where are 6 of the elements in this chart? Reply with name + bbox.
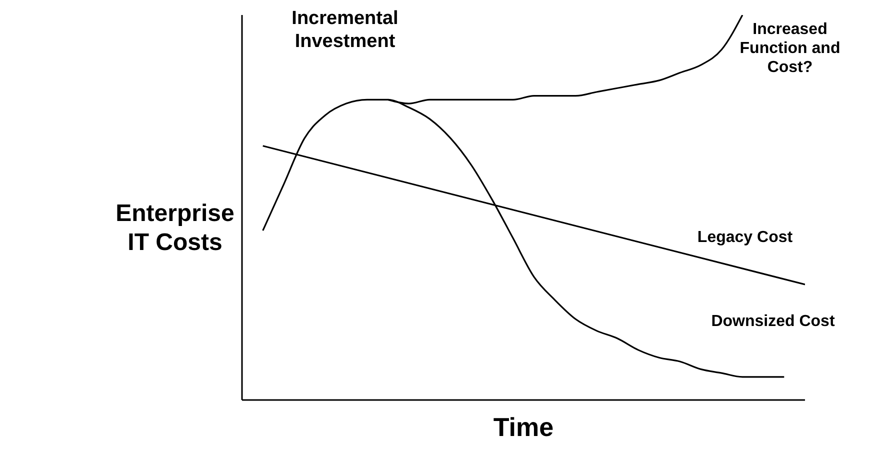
y-axis-title: Enterprise IT Costs	[114, 200, 236, 258]
text: Downsized Cost	[710, 312, 836, 332]
x-axis-title: Time	[492, 412, 555, 444]
annotation: Incremental Investment	[290, 8, 400, 54]
series-label: Legacy Cost	[696, 228, 794, 248]
series-label: Increased Function and Cost?	[738, 20, 842, 78]
